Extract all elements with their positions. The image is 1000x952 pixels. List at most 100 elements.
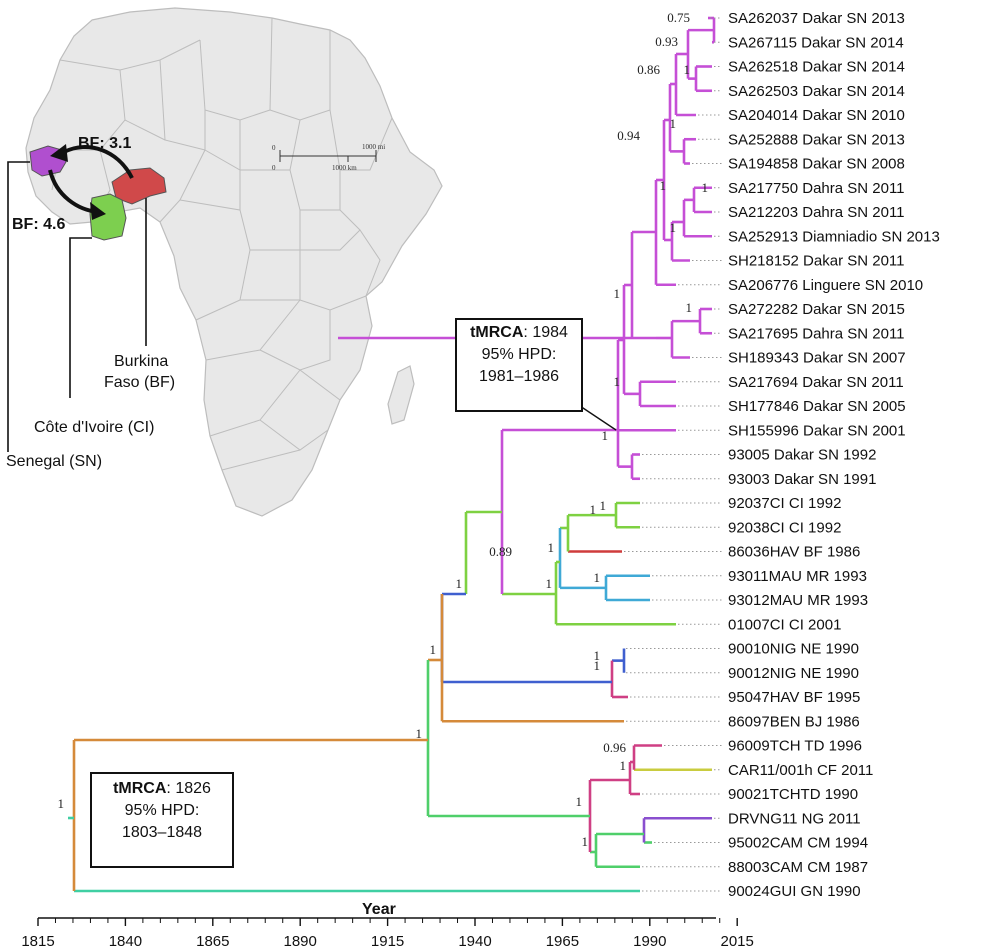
support-value: 0.86 [637,62,660,77]
time-axis: 1815 1840 1865 1890 1915 1940 1965 1990 2015 Yea… [21,901,754,950]
scale-top-value: 1000 mi [362,143,385,151]
support-value: 1 [416,726,423,741]
tip-label: SA252913 Diamniadio SN 2013 [728,228,940,245]
support-value: 1 [576,794,583,809]
axis-tick-label: 1965 [546,933,579,950]
axis-tick-label: 1815 [21,933,54,950]
africa-landmass [25,7,443,517]
tip-label: CAR11/001h CF 2011 [728,762,873,779]
tip-label: SH189343 Dakar SN 2007 [728,350,906,367]
support-value: 0.94 [617,128,640,143]
tip-label: SA217750 Dahra SN 2011 [728,180,905,197]
africa-map: BF: 3.1 BF: 4.6 0 1000 mi 0 1000 km Burk… [6,7,443,517]
arrowhead-upper-icon [50,144,68,162]
axis-tick-label: 1940 [458,933,491,950]
tip-label: SA262503 Dakar SN 2014 [728,83,905,100]
axis-tick-label: 1865 [196,933,229,950]
tip-label: SA252888 Dakar SN 2013 [728,131,905,148]
madagascar [387,365,415,425]
tip-label: 92037CI CI 1992 [728,495,841,512]
scale-bottom-value: 1000 km [332,164,357,172]
tip-label: 90012NIG NE 1990 [728,665,859,682]
label-senegal: Senegal (SN) [6,453,102,470]
tmrca-recent-hpd-range: 1981–1986 [478,368,560,385]
support-value: 1 [602,428,609,443]
leader-lines [7,161,147,452]
axis-tick-label: 1840 [109,933,142,950]
tip-label: 96009TCH TD 1996 [728,738,862,755]
support-value: 1 [590,502,597,517]
support-value: 1 [600,498,607,513]
axis-tick-label: 1890 [284,933,317,950]
tmrca-root-hpd-range: 1803–1848 [121,824,203,841]
arrow-label-upper: BF: 3.1 [78,135,131,152]
tip-label: 86036HAV BF 1986 [728,544,860,561]
tip-label: 01007CI CI 2001 [728,616,841,633]
axis-title: Year [362,901,396,918]
support-value: 1 [614,374,621,389]
tmrca-root-label: tMRCA [113,780,167,797]
tmrca-root-value: : 1826 [166,780,211,797]
tip-label: SA272282 Dakar SN 2015 [728,301,905,318]
tip-label: 92038CI CI 1992 [728,519,841,536]
tmrca-recent-value: : 1984 [523,324,568,341]
tip-label: 86097BEN BJ 1986 [728,713,860,730]
support-value: 1 [614,286,621,301]
support-value: 1 [430,642,437,657]
axis-tick-label: 2015 [721,933,754,950]
support-value: 1 [620,758,627,773]
support-value: 0.93 [655,34,678,49]
tmrca-callout-line [579,405,617,431]
support-value: 1 [702,180,709,195]
axis-tick-label: 1990 [633,933,666,950]
tmrca-box-recent: tMRCA: 1984 95% HPD: 1981–1986 [455,318,583,412]
arrow-label-lower: BF: 4.6 [12,216,65,233]
arrowhead-lower-icon [90,202,106,220]
tmrca-root-line1: tMRCA: 1826 [92,778,232,800]
support-value: 0.96 [603,740,626,755]
support-value: 1 [594,570,601,585]
tmrca-root-hpd-label: 95% HPD: [124,802,200,819]
support-value: 1 [594,658,601,673]
support-value: 1 [548,540,555,555]
scale-bottom-zero: 0 [272,164,276,172]
support-value: 1 [686,300,693,315]
tmrca-box-root: tMRCA: 1826 95% HPD: 1803–1848 [90,772,234,868]
support-value: 1 [58,796,65,811]
tip-labels: SA262037 Dakar SN 2013 SA267115 Dakar SN … [624,10,940,900]
tip-label: SA217695 Dahra SN 2011 [728,325,905,342]
scale-top-zero: 0 [272,144,276,152]
phylogenetic-tree [68,16,716,893]
tip-label: 90010NIG NE 1990 [728,641,859,658]
label-burkina-line1: Burkina [114,353,168,370]
tmrca-recent-label: tMRCA [470,324,524,341]
tip-label: SA217694 Dakar SN 2011 [728,374,904,391]
map-scalebar: 0 1000 mi 0 1000 km [272,143,385,172]
tip-label: SH155996 Dakar SN 2001 [728,422,906,439]
cote-divoire-region [89,193,127,241]
label-cote-divoire: Côte d'Ivoire (CI) [34,419,154,436]
support-value: 1 [582,834,589,849]
support-value: 1 [670,116,677,131]
support-value: 1 [660,178,667,193]
tip-label: 93005 Dakar SN 1992 [728,447,876,464]
support-value: 1 [670,220,677,235]
tip-label: 93012MAU MR 1993 [728,592,868,609]
tip-label: 95002CAM CM 1994 [728,835,868,852]
tip-label: 95047HAV BF 1995 [728,689,860,706]
tip-label: SA262037 Dakar SN 2013 [728,10,905,27]
tip-label: SH218152 Dakar SN 2011 [728,253,905,270]
label-burkina-line2: Faso (BF) [104,374,175,391]
support-value: 0.89 [489,544,512,559]
support-value: 0.75 [667,10,690,25]
tip-label: 93011MAU MR 1993 [728,568,867,585]
arrow-bf-to-sn [63,145,134,179]
axis-tick-label: 1915 [371,933,404,950]
tip-label: SH177846 Dakar SN 2005 [728,398,906,415]
tip-label: SA262518 Dakar SN 2014 [728,59,905,76]
tip-label: 88003CAM CM 1987 [728,859,868,876]
support-value: 1 [684,62,691,77]
tip-label: SA194858 Dakar SN 2008 [728,156,905,173]
tip-label: SA206776 Linguere SN 2010 [728,277,923,294]
